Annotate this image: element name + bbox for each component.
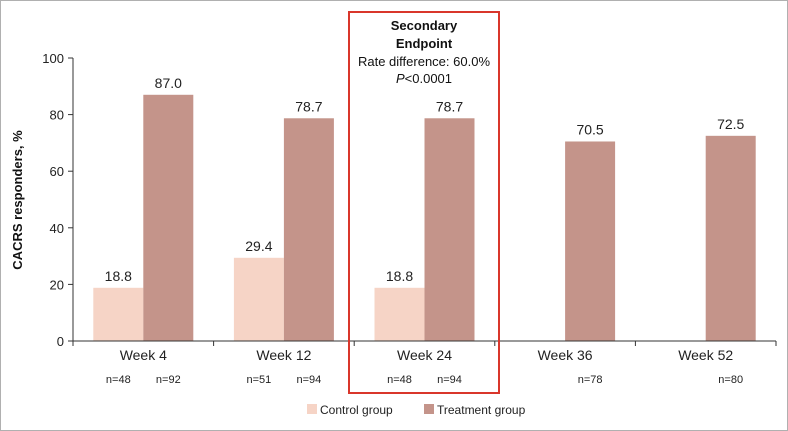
legend-label-control: Control group (320, 403, 393, 417)
x-tick-label-week-36: Week 36 (538, 347, 593, 363)
n-label-treatment-group-week-52: n=80 (718, 374, 743, 386)
p-symbol: P (396, 71, 405, 86)
annotation-rate-difference: Rate difference: 60.0% (358, 54, 490, 69)
p-value-text: <0.0001 (405, 71, 452, 86)
data-label-control-group-week-4: 18.8 (105, 268, 132, 284)
data-label-treatment-group-week-52: 72.5 (717, 116, 744, 132)
y-tick-label-20: 20 (50, 277, 64, 292)
x-tick-label-week-12: Week 12 (256, 347, 311, 363)
bar-treatment-group-week-12 (283, 118, 334, 342)
data-label-treatment-group-week-36: 70.5 (576, 121, 603, 137)
bar-treatment-group-week-36 (565, 141, 616, 341)
bar-treatment-group-week-52 (705, 135, 756, 341)
bar-control-group-week-24 (374, 287, 425, 341)
data-label-treatment-group-week-4: 87.0 (155, 75, 182, 91)
annotation-box (348, 11, 500, 394)
x-tick-label-week-24: Week 24 (397, 347, 452, 363)
n-label-treatment-group-week-12: n=94 (297, 374, 322, 386)
legend-swatch-treatment (424, 404, 434, 414)
legend-label-treatment: Treatment group (437, 403, 526, 417)
bar-treatment-group-week-4 (143, 94, 194, 341)
n-label-control-group-week-24: n=48 (387, 374, 412, 386)
y-tick-label-80: 80 (50, 108, 64, 123)
y-axis-title: CACRS responders, % (10, 130, 25, 270)
data-label-control-group-week-24: 18.8 (386, 268, 413, 284)
y-tick-label-0: 0 (57, 334, 64, 349)
x-tick-label-week-4: Week 4 (120, 347, 167, 363)
y-tick-label-40: 40 (50, 221, 64, 236)
data-label-treatment-group-week-12: 78.7 (295, 98, 322, 114)
bar-control-group-week-4 (93, 287, 144, 341)
y-tick-label-60: 60 (50, 164, 64, 179)
n-label-control-group-week-4: n=48 (106, 374, 131, 386)
n-label-treatment-group-week-24: n=94 (437, 374, 462, 386)
data-label-control-group-week-12: 29.4 (245, 238, 272, 254)
annotation-p-value: P<0.0001 (396, 71, 452, 86)
legend-swatch-control (307, 404, 317, 414)
secondary-endpoint-annotation: Secondary Endpoint Rate difference: 60.0… (348, 11, 500, 394)
annotation-title-line2: Endpoint (396, 36, 453, 51)
n-label-treatment-group-week-4: n=92 (156, 374, 181, 386)
y-tick-label-100: 100 (42, 51, 64, 66)
data-label-treatment-group-week-24: 78.7 (436, 98, 463, 114)
bar-control-group-week-12 (233, 257, 284, 341)
x-tick-label-week-52: Week 52 (678, 347, 733, 363)
n-label-control-group-week-12: n=51 (247, 374, 272, 386)
bar-treatment-group-week-24 (424, 118, 475, 342)
annotation-title-line1: Secondary (391, 18, 458, 33)
legend: Control group Treatment group (307, 403, 526, 417)
n-label-treatment-group-week-36: n=78 (578, 374, 603, 386)
